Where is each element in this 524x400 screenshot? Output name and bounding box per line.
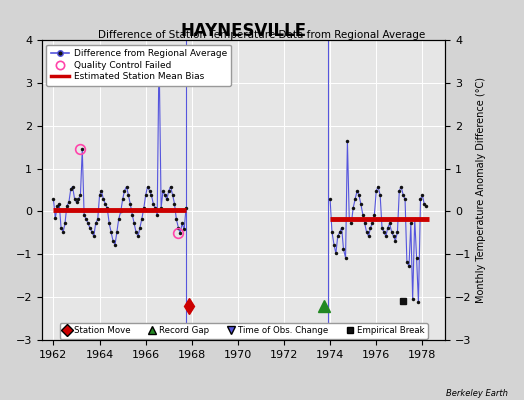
Title: HAYNESVILLE: HAYNESVILLE [181,22,307,40]
Legend: Station Move, Record Gap, Time of Obs. Change, Empirical Break: Station Move, Record Gap, Time of Obs. C… [60,323,428,339]
Text: Difference of Station Temperature Data from Regional Average: Difference of Station Temperature Data f… [99,30,425,40]
Text: Berkeley Earth: Berkeley Earth [446,389,508,398]
Y-axis label: Monthly Temperature Anomaly Difference (°C): Monthly Temperature Anomaly Difference (… [476,77,486,303]
